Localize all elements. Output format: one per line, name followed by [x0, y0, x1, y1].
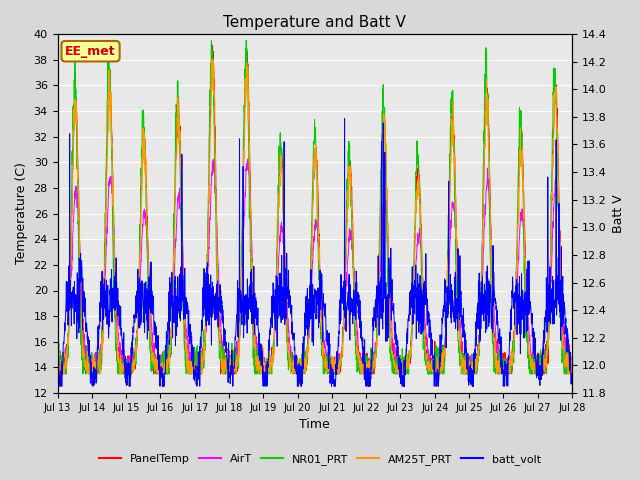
AM25T_PRT	[523, 310, 531, 316]
Text: EE_met: EE_met	[65, 45, 116, 58]
PanelTemp	[523, 297, 531, 303]
AM25T_PRT	[197, 360, 205, 365]
PanelTemp	[55, 371, 63, 377]
AM25T_PRT	[568, 370, 576, 376]
AirT	[226, 371, 234, 377]
PanelTemp	[330, 371, 337, 377]
Y-axis label: Temperature (C): Temperature (C)	[15, 163, 28, 264]
Line: batt_volt: batt_volt	[58, 119, 572, 386]
AirT	[330, 365, 337, 371]
PanelTemp	[568, 371, 576, 377]
AirT	[537, 360, 545, 366]
batt_volt	[56, 384, 64, 389]
X-axis label: Time: Time	[300, 419, 330, 432]
Line: AM25T_PRT: AM25T_PRT	[58, 60, 572, 374]
AM25T_PRT	[537, 369, 545, 375]
AM25T_PRT	[208, 57, 216, 62]
AirT	[341, 310, 349, 315]
Line: PanelTemp: PanelTemp	[58, 46, 572, 374]
AM25T_PRT	[58, 371, 66, 377]
AM25T_PRT	[54, 360, 61, 366]
batt_volt	[537, 377, 545, 383]
NR01_PRT	[537, 363, 545, 369]
NR01_PRT	[523, 336, 531, 342]
PanelTemp	[54, 352, 61, 358]
NR01_PRT	[54, 371, 62, 377]
Title: Temperature and Batt V: Temperature and Batt V	[223, 15, 406, 30]
PanelTemp	[209, 43, 216, 48]
Line: NR01_PRT: NR01_PRT	[58, 40, 572, 374]
batt_volt	[341, 315, 349, 321]
batt_volt	[330, 379, 337, 385]
batt_volt	[197, 337, 205, 343]
AirT	[244, 156, 252, 162]
NR01_PRT	[330, 371, 337, 377]
Legend: PanelTemp, AirT, NR01_PRT, AM25T_PRT, batt_volt: PanelTemp, AirT, NR01_PRT, AM25T_PRT, ba…	[94, 450, 546, 469]
NR01_PRT	[207, 37, 215, 43]
NR01_PRT	[465, 366, 472, 372]
AM25T_PRT	[465, 359, 472, 365]
AirT	[465, 357, 472, 362]
batt_volt	[54, 370, 61, 376]
PanelTemp	[465, 360, 472, 366]
Line: AirT: AirT	[58, 159, 572, 374]
AM25T_PRT	[341, 283, 349, 289]
AirT	[54, 355, 61, 361]
batt_volt	[340, 116, 348, 121]
batt_volt	[465, 378, 472, 384]
Y-axis label: Batt V: Batt V	[612, 194, 625, 233]
AirT	[523, 299, 531, 304]
NR01_PRT	[568, 366, 576, 372]
AirT	[568, 355, 576, 360]
PanelTemp	[197, 371, 205, 377]
PanelTemp	[537, 362, 545, 368]
NR01_PRT	[54, 368, 61, 374]
NR01_PRT	[341, 281, 349, 287]
PanelTemp	[341, 289, 349, 295]
AirT	[197, 357, 205, 363]
batt_volt	[568, 376, 576, 382]
AM25T_PRT	[330, 354, 337, 360]
batt_volt	[523, 309, 531, 315]
NR01_PRT	[197, 371, 205, 377]
